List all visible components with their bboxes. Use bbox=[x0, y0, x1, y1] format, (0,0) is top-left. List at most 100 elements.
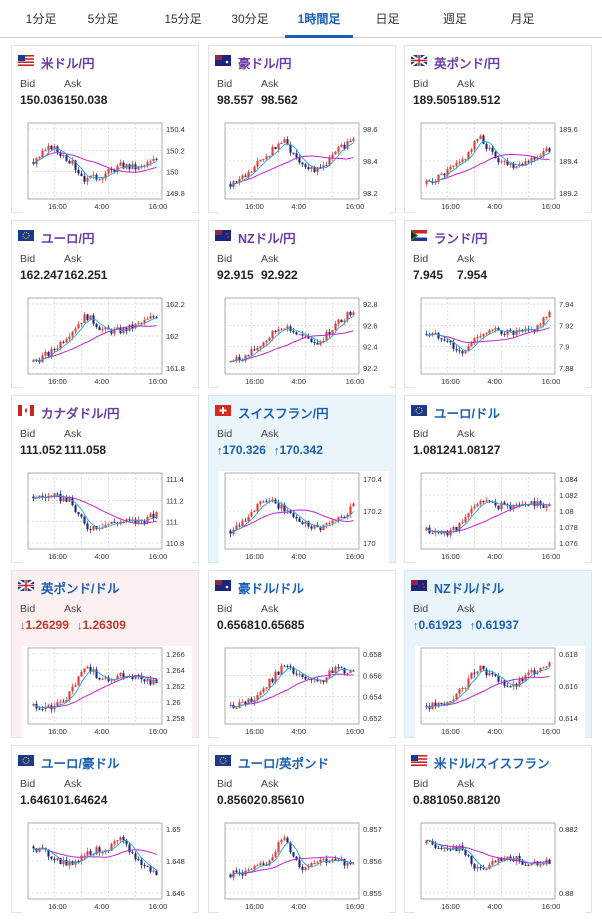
candle-body bbox=[53, 493, 56, 496]
y-tick-label: 1.65 bbox=[166, 825, 181, 834]
rate-card[interactable]: 英ポンド/円 Bid Ask 189.505 189.512 189.6 189.4 189.… bbox=[404, 45, 592, 216]
candle-body bbox=[283, 665, 286, 667]
candle-body bbox=[488, 330, 491, 334]
candle-body bbox=[152, 513, 155, 519]
x-tick-label: 16:00 bbox=[245, 552, 264, 561]
candle-body bbox=[32, 846, 35, 849]
price-chart[interactable]: 0.857 0.856 0.855 16:00 4:00 16:00 bbox=[219, 821, 389, 916]
price-chart[interactable]: 92.8 92.6 92.4 92.2 16:00 4:00 16:00 bbox=[219, 296, 389, 391]
moving-average-long bbox=[230, 673, 354, 708]
price-chart[interactable]: 189.6 189.4 189.2 16:00 4:00 16:00 bbox=[415, 121, 585, 216]
rate-card[interactable]: 米ドル/円 Bid Ask 150.036 150.038 150.4 150.2 150 14… bbox=[11, 45, 199, 216]
rate-card[interactable]: ユーロ/英ポンド Bid Ask 0.85602 0.85610 0.857 0.856 0.… bbox=[208, 745, 396, 916]
candle-body bbox=[503, 502, 506, 505]
candle-body bbox=[244, 701, 247, 705]
candle-body bbox=[286, 139, 289, 145]
pair-link[interactable]: ユーロ/豪ドル bbox=[18, 754, 119, 771]
pair-link[interactable]: ユーロ/円 bbox=[18, 229, 94, 246]
price-chart[interactable]: 1.266 1.264 1.262 1.26 1.258 16:00 4:00 16:00 bbox=[22, 646, 192, 741]
moving-average-short bbox=[230, 667, 354, 708]
candle-body bbox=[509, 329, 512, 331]
rate-card[interactable]: NZドル/円 Bid Ask 92.915 92.922 92.8 92.6 92.4 92.2… bbox=[208, 220, 396, 391]
candle-body bbox=[253, 166, 256, 172]
candle-body bbox=[283, 139, 286, 144]
rate-card[interactable]: 豪ドル/円 Bid Ask 98.557 98.562 98.6 98.4 98.2 16:00… bbox=[208, 45, 396, 216]
tab-1[interactable]: 5分足 bbox=[87, 12, 119, 26]
candle-body bbox=[464, 516, 467, 523]
candle-body bbox=[116, 840, 119, 842]
price-chart[interactable]: 1.65 1.648 1.646 16:00 4:00 16:00 bbox=[22, 821, 192, 916]
candle-body bbox=[95, 323, 98, 328]
candle-body bbox=[482, 135, 485, 144]
pair-link[interactable]: 米ドル/スイスフラン bbox=[411, 754, 550, 771]
pair-name: ランド/円 bbox=[434, 231, 488, 246]
price-chart[interactable]: 0.618 0.616 0.614 16:00 4:00 16:00 bbox=[415, 646, 585, 741]
candle-body bbox=[467, 346, 470, 352]
tab-2[interactable]: 15分足 bbox=[164, 12, 202, 26]
price-chart[interactable]: 170.4 170.2 170 16:00 4:00 16:00 bbox=[219, 471, 389, 566]
candle-body bbox=[313, 342, 316, 344]
rate-card[interactable]: 英ポンド/ドル Bid Ask ↓1.26299 ↓1.26309 1.266 1.264 1… bbox=[11, 570, 199, 741]
pair-link[interactable]: 米ドル/円 bbox=[18, 54, 94, 71]
pair-link[interactable]: 豪ドル/円 bbox=[215, 54, 291, 71]
ask-label: Ask bbox=[261, 603, 279, 615]
tab-4[interactable]: 1時間足 bbox=[285, 0, 353, 38]
candle-body bbox=[62, 860, 65, 865]
rate-card[interactable]: カナダドル/円 Bid Ask 111.052 111.058 111.4 111.2 111… bbox=[11, 395, 199, 566]
pair-link[interactable]: 豪ドル/ドル bbox=[215, 579, 304, 596]
candle-body bbox=[235, 870, 238, 873]
tab-0[interactable]: 1分足 bbox=[25, 12, 57, 26]
x-tick-label: 16:00 bbox=[48, 552, 67, 561]
pair-link[interactable]: 英ポンド/円 bbox=[411, 54, 500, 71]
candle-body bbox=[83, 668, 86, 672]
candle-body bbox=[515, 330, 518, 335]
pair-link[interactable]: ユーロ/ドル bbox=[411, 404, 500, 421]
candle-body bbox=[343, 516, 346, 518]
candle-body bbox=[155, 870, 158, 876]
pair-link[interactable]: ユーロ/英ポンド bbox=[215, 754, 329, 771]
pair-link[interactable]: カナダドル/円 bbox=[18, 404, 119, 421]
pair-link[interactable]: NZドル/ドル bbox=[411, 579, 504, 596]
candle-body bbox=[146, 162, 149, 166]
rate-card[interactable]: ユーロ/円 Bid Ask 162.247 162.251 162.2 162 161.8 16… bbox=[11, 220, 199, 391]
price-chart[interactable]: 0.882 0.88 16:00 4:00 16:00 bbox=[415, 821, 585, 916]
pair-link[interactable]: NZドル/円 bbox=[215, 229, 296, 246]
price-chart[interactable]: 7.94 7.92 7.9 7.88 16:00 4:00 16:00 bbox=[415, 296, 585, 391]
candle-body bbox=[262, 158, 265, 160]
tab-5[interactable]: 日足 bbox=[375, 12, 400, 26]
candle-body bbox=[470, 343, 473, 347]
candle-body bbox=[59, 341, 62, 349]
candle-body bbox=[256, 865, 259, 867]
rate-card[interactable]: NZドル/ドル Bid Ask ↑0.61923 ↑0.61937 0.618 0.616 0… bbox=[404, 570, 592, 741]
tab-3[interactable]: 30分足 bbox=[231, 12, 269, 26]
ask-value: 189.512 bbox=[457, 93, 501, 107]
price-chart[interactable]: 111.4 111.2 111 110.8 16:00 4:00 16:00 bbox=[22, 471, 192, 566]
candle-body bbox=[235, 181, 238, 183]
x-tick-label: 16:00 bbox=[245, 202, 264, 211]
rate-card[interactable]: ユーロ/ドル Bid Ask 1.08124 1.08127 1.084 1.082 1.08… bbox=[404, 395, 592, 566]
rate-card[interactable]: ランド/円 Bid Ask 7.945 7.954 7.94 7.92 7.9 7.88 16:0… bbox=[404, 220, 592, 391]
rate-card[interactable]: スイスフラン/円 Bid Ask ↑170.326 ↑170.342 170.4 170.2… bbox=[208, 395, 396, 566]
tab-7[interactable]: 月足 bbox=[510, 12, 535, 26]
pair-link[interactable]: ランド/円 bbox=[411, 229, 488, 246]
pair-link[interactable]: スイスフラン/円 bbox=[215, 404, 329, 421]
candle-body bbox=[68, 497, 71, 502]
price-chart[interactable]: 98.6 98.4 98.2 16:00 4:00 16:00 bbox=[219, 121, 389, 216]
tab-6[interactable]: 週足 bbox=[442, 12, 467, 26]
pair-link[interactable]: 英ポンド/ドル bbox=[18, 579, 119, 596]
rate-card[interactable]: 豪ドル/ドル Bid Ask 0.65681 0.65685 0.658 0.656 0.65… bbox=[208, 570, 396, 741]
y-tick-label: 1.082 bbox=[559, 491, 578, 500]
rate-card[interactable]: ユーロ/豪ドル Bid Ask 1.64610 1.64624 1.65 1.648 1.64… bbox=[11, 745, 199, 916]
candle-body bbox=[497, 327, 500, 331]
price-chart[interactable]: 0.658 0.656 0.654 0.652 16:00 4:00 16:00 bbox=[219, 646, 389, 741]
candle-body bbox=[134, 519, 137, 523]
rate-card[interactable]: 米ドル/スイスフラン Bid Ask 0.88105 0.88120 0.882 0.88 1… bbox=[404, 745, 592, 916]
candle-body bbox=[286, 666, 289, 668]
pair-name: 豪ドル/ドル bbox=[238, 581, 304, 596]
candle-body bbox=[506, 856, 509, 859]
price-chart[interactable]: 150.4 150.2 150 149.8 16:00 4:00 16:00 bbox=[22, 121, 192, 216]
candle-body bbox=[286, 510, 289, 512]
candle-body bbox=[440, 847, 443, 849]
price-chart[interactable]: 162.2 162 161.8 16:00 4:00 16:00 bbox=[22, 296, 192, 391]
price-chart[interactable]: 1.084 1.082 1.08 1.078 1.076 16:00 4:00 16:00 bbox=[415, 471, 585, 566]
